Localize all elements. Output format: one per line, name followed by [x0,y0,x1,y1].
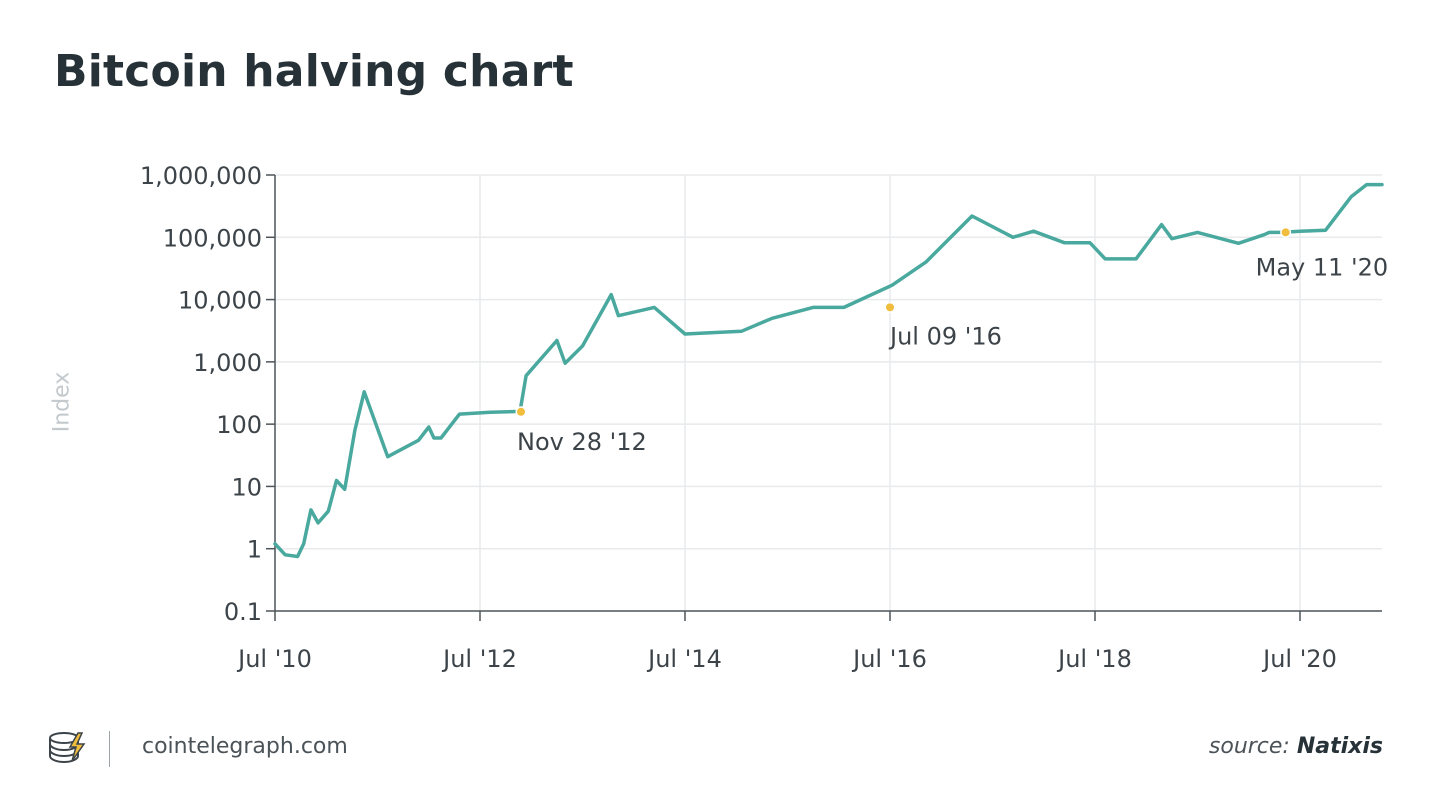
x-tick-label: Jul '16 [851,645,927,673]
x-tick-label: Jul '12 [441,645,517,673]
footer-divider [109,731,110,767]
y-tick-label: 1,000,000 [140,162,262,190]
source-name: Natixis [1296,734,1383,759]
halving-label: May 11 '20 [1256,253,1389,281]
footer-site-name: cointelegraph.com [142,734,348,759]
halving-label: Jul 09 '16 [888,322,1002,350]
y-tick-label: 1 [247,536,262,564]
series-line [273,182,1384,559]
halving-dot [517,407,525,416]
y-tick-label: 100 [216,411,262,439]
x-tick-label: Jul '18 [1056,645,1132,673]
halving-label: Nov 28 '12 [517,428,647,456]
page-title: Bitcoin halving chart [54,46,574,97]
y-tick-label: 100,000 [163,224,262,252]
y-tick-label: 1,000 [193,349,262,377]
halving-dot [886,303,894,312]
footer-source: source: Natixis [1209,734,1383,759]
x-tick-label: Jul '10 [236,645,312,673]
source-label: source: [1208,734,1290,759]
x-tick-label: Jul '14 [646,645,722,673]
axes: 0.1 1 10 100 1,000 10,000 100,000 1,000,000 Jul … [140,162,1382,673]
y-axis-label: Index [49,371,75,433]
y-tick-label: 0.1 [224,598,262,626]
x-tick-label: Jul '20 [1261,645,1337,673]
y-tick-label: 10,000 [178,287,262,315]
halving-annotations: Nov 28 '12 Jul 09 '16 May 11 '20 [515,226,1389,456]
halving-dot [1281,228,1290,237]
data-series [273,182,1384,559]
y-tick-label: 10 [231,473,262,501]
grid-lines [275,174,1382,611]
cointelegraph-logo-icon [48,729,90,771]
